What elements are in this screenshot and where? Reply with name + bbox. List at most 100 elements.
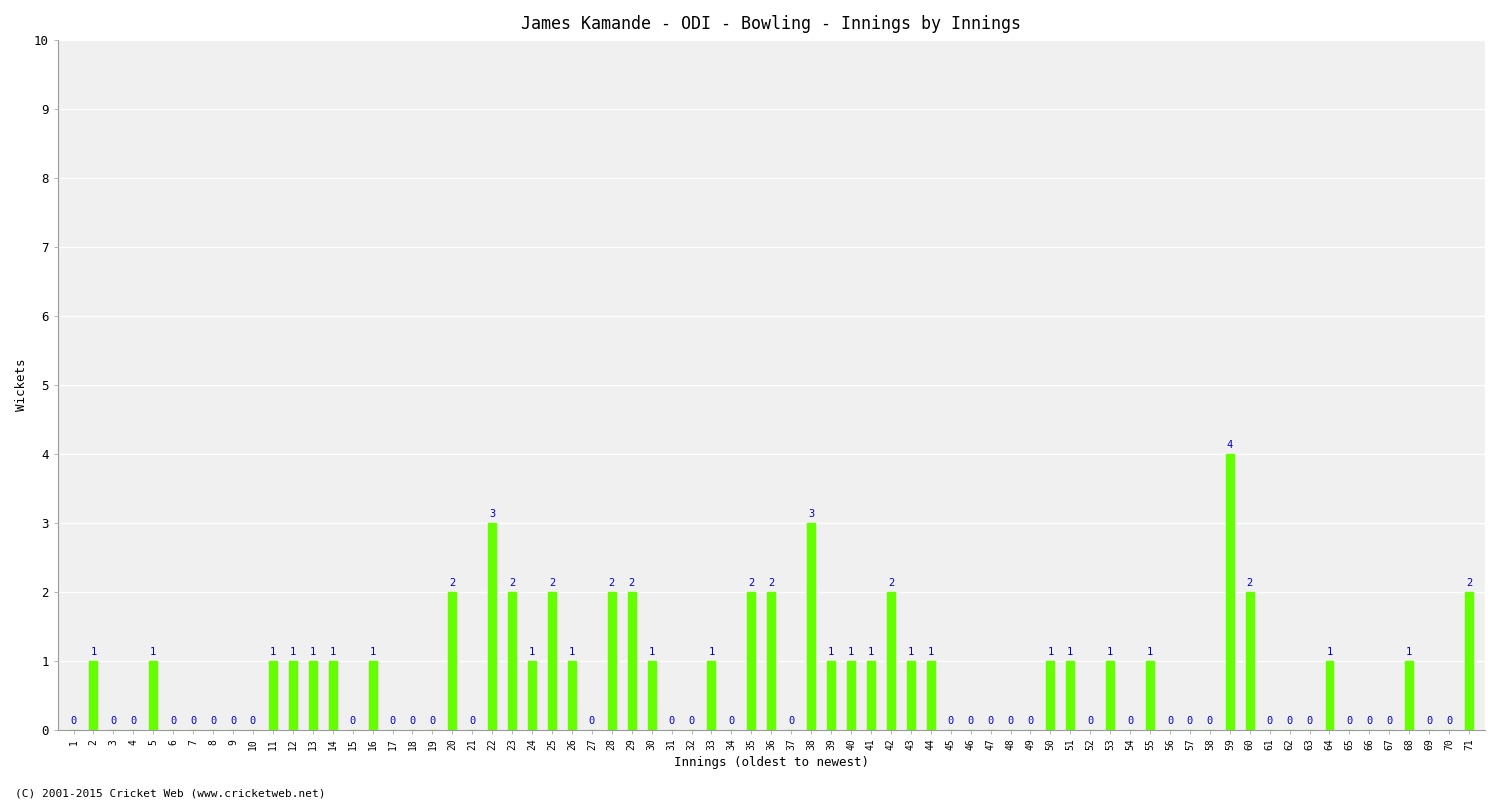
Text: 0: 0: [588, 715, 596, 726]
Bar: [1066, 661, 1074, 730]
Text: 2: 2: [748, 578, 754, 588]
Text: 0: 0: [1186, 715, 1192, 726]
Text: 4: 4: [1227, 440, 1233, 450]
Text: 0: 0: [1028, 715, 1033, 726]
Text: 0: 0: [230, 715, 236, 726]
Text: 2: 2: [549, 578, 555, 588]
Text: 1: 1: [290, 646, 296, 657]
Text: 0: 0: [350, 715, 355, 726]
X-axis label: Innings (oldest to newest): Innings (oldest to newest): [674, 756, 868, 769]
Text: 0: 0: [1347, 715, 1353, 726]
Title: James Kamande - ODI - Bowling - Innings by Innings: James Kamande - ODI - Bowling - Innings …: [522, 15, 1022, 33]
Text: 0: 0: [210, 715, 216, 726]
Bar: [1406, 661, 1413, 730]
Text: (C) 2001-2015 Cricket Web (www.cricketweb.net): (C) 2001-2015 Cricket Web (www.cricketwe…: [15, 788, 326, 798]
Text: 1: 1: [90, 646, 96, 657]
Text: 0: 0: [688, 715, 694, 726]
Bar: [608, 592, 616, 730]
Bar: [268, 661, 278, 730]
Text: 1: 1: [270, 646, 276, 657]
Text: 2: 2: [509, 578, 515, 588]
Text: 2: 2: [1246, 578, 1252, 588]
Bar: [548, 592, 556, 730]
Text: 1: 1: [530, 646, 536, 657]
Text: 0: 0: [1008, 715, 1014, 726]
Text: 2: 2: [888, 578, 894, 588]
Text: 0: 0: [1266, 715, 1274, 726]
Bar: [568, 661, 576, 730]
Bar: [768, 592, 776, 730]
Bar: [807, 523, 814, 730]
Bar: [827, 661, 836, 730]
Text: 0: 0: [1167, 715, 1173, 726]
Text: 0: 0: [1366, 715, 1372, 726]
Bar: [488, 523, 496, 730]
Text: 1: 1: [568, 646, 574, 657]
Bar: [847, 661, 855, 730]
Bar: [309, 661, 316, 730]
Text: 0: 0: [170, 715, 177, 726]
Bar: [1246, 592, 1254, 730]
Bar: [290, 661, 297, 730]
Text: 0: 0: [130, 715, 136, 726]
Text: 2: 2: [609, 578, 615, 588]
Bar: [867, 661, 874, 730]
Bar: [908, 661, 915, 730]
Text: 0: 0: [111, 715, 117, 726]
Text: 0: 0: [729, 715, 735, 726]
Text: 0: 0: [410, 715, 416, 726]
Text: 1: 1: [708, 646, 714, 657]
Bar: [509, 592, 516, 730]
Text: 1: 1: [1148, 646, 1154, 657]
Text: 0: 0: [788, 715, 795, 726]
Text: 2: 2: [1466, 578, 1472, 588]
Text: 0: 0: [968, 715, 974, 726]
Y-axis label: Wickets: Wickets: [15, 358, 28, 411]
Text: 3: 3: [489, 509, 495, 518]
Bar: [150, 661, 158, 730]
Text: 1: 1: [1066, 646, 1074, 657]
Bar: [369, 661, 376, 730]
Text: 1: 1: [150, 646, 156, 657]
Text: 2: 2: [768, 578, 774, 588]
Bar: [886, 592, 896, 730]
Text: 1: 1: [1047, 646, 1053, 657]
Text: 2: 2: [628, 578, 634, 588]
Text: 1: 1: [847, 646, 853, 657]
Bar: [1466, 592, 1473, 730]
Text: 0: 0: [1088, 715, 1094, 726]
Bar: [1326, 661, 1334, 730]
Text: 0: 0: [1287, 715, 1293, 726]
Text: 0: 0: [70, 715, 76, 726]
Text: 0: 0: [190, 715, 196, 726]
Bar: [528, 661, 536, 730]
Bar: [90, 661, 98, 730]
Text: 1: 1: [309, 646, 316, 657]
Text: 0: 0: [1426, 715, 1432, 726]
Text: 0: 0: [1386, 715, 1392, 726]
Text: 0: 0: [948, 715, 954, 726]
Text: 1: 1: [1406, 646, 1413, 657]
Bar: [328, 661, 336, 730]
Bar: [708, 661, 716, 730]
Text: 1: 1: [828, 646, 834, 657]
Text: 3: 3: [808, 509, 814, 518]
Text: 0: 0: [1306, 715, 1312, 726]
Text: 0: 0: [251, 715, 257, 726]
Bar: [1226, 454, 1234, 730]
Text: 1: 1: [908, 646, 914, 657]
Text: 0: 0: [429, 715, 435, 726]
Bar: [1106, 661, 1114, 730]
Text: 1: 1: [330, 646, 336, 657]
Text: 1: 1: [1326, 646, 1332, 657]
Bar: [1047, 661, 1054, 730]
Text: 0: 0: [1126, 715, 1134, 726]
Text: 0: 0: [390, 715, 396, 726]
Text: 1: 1: [648, 646, 656, 657]
Bar: [628, 592, 636, 730]
Text: 0: 0: [1208, 715, 1214, 726]
Text: 1: 1: [1107, 646, 1113, 657]
Text: 0: 0: [470, 715, 476, 726]
Bar: [448, 592, 456, 730]
Text: 0: 0: [1446, 715, 1452, 726]
